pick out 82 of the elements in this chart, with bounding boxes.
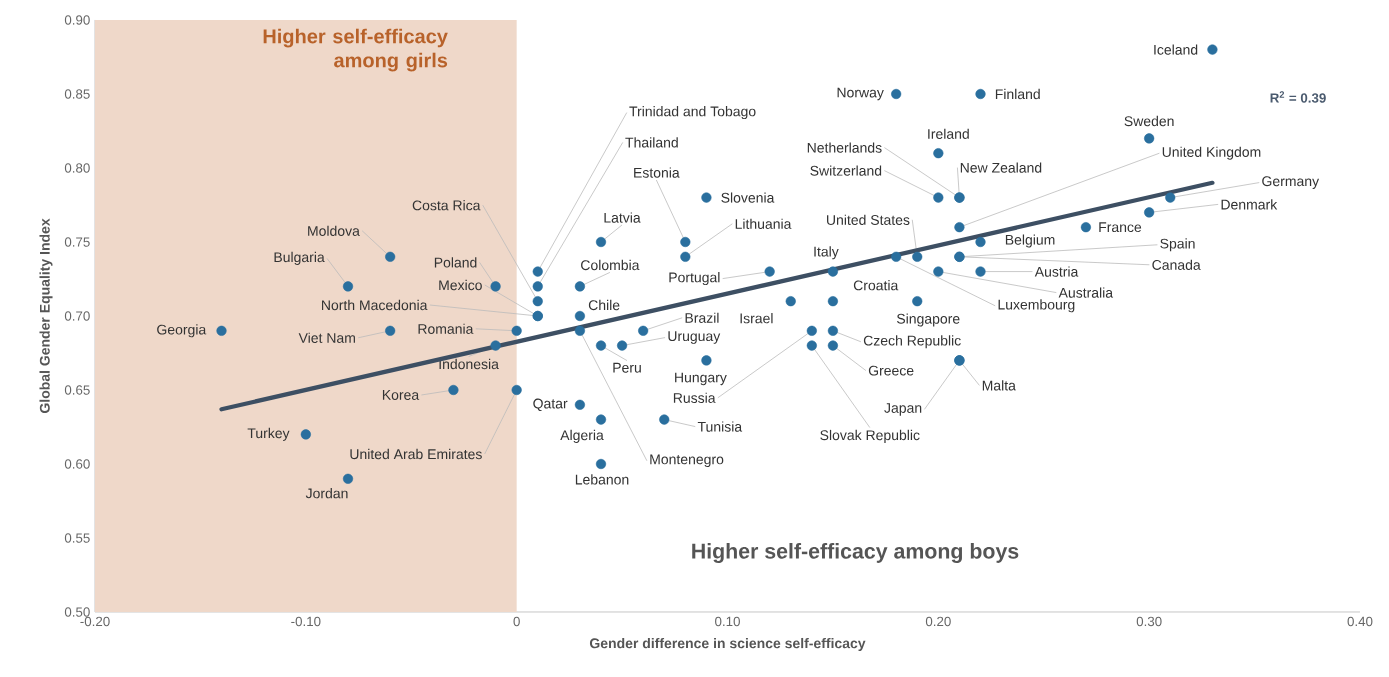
annotation: Turkey	[247, 427, 290, 441]
annotation: Malta	[982, 380, 1016, 391]
annotation: Belgium	[1005, 234, 1055, 248]
annotation: Switzerland	[810, 165, 882, 176]
annotation: North Macedonia	[322, 299, 428, 311]
annotation: R$^{2}$ = 0.39	[1270, 91, 1326, 103]
x-tick-label: -0.10	[291, 616, 321, 627]
y-tick-label: 0.50	[64, 607, 90, 617]
y-tick-label: 0.55	[64, 533, 90, 543]
annotation: Algeria	[560, 429, 604, 443]
annotation: Portugal	[669, 272, 720, 286]
annotation: Denmark	[1221, 199, 1278, 210]
annotation: Moldova	[308, 225, 360, 236]
annotation: United Kingdom	[1162, 146, 1261, 160]
annotation: Croatia	[853, 280, 899, 291]
annotation: Indonesia	[439, 358, 499, 370]
annotation: Lebanon	[575, 474, 629, 485]
x-tick-label: 0.30	[1136, 616, 1162, 627]
x-tick-label: -0.20	[80, 616, 110, 627]
annotation: Russia	[673, 392, 716, 403]
annotation: Poland	[434, 257, 477, 268]
annotation: Czech Republic	[863, 335, 961, 349]
annotation: Higher self-efficacy among boys	[692, 543, 1019, 563]
annotation: Hungary	[675, 372, 727, 386]
annotation: Israel	[740, 313, 773, 324]
y-axis-title: Global Gender Equality Index	[39, 218, 53, 414]
x-tick-label: 0.20	[925, 616, 951, 627]
annotation: Greece	[868, 365, 914, 376]
x-tick-label: 0	[513, 616, 520, 627]
annotation: Mexico	[439, 279, 482, 291]
annotation: Singapore	[896, 313, 960, 327]
annotation: Costa Rica	[412, 200, 481, 211]
annotation: Montenegro	[650, 454, 724, 468]
annotation: Spain	[1160, 238, 1195, 252]
annotation: Netherlands	[807, 142, 882, 153]
annotation: Tunisia	[697, 421, 743, 432]
annotation: Ireland	[928, 128, 969, 139]
annotation: Colombia	[581, 259, 640, 271]
annotation: Georgia	[157, 324, 207, 338]
y-tick-label: 0.80	[64, 163, 90, 173]
annotation: Germany	[1262, 176, 1320, 189]
x-tick-label: 0.40	[1347, 616, 1373, 627]
annotation: Australia	[1058, 287, 1114, 298]
y-tick-label: 0.60	[64, 459, 90, 469]
annotation: Norway	[837, 87, 884, 101]
annotation: Viet Nam	[298, 332, 355, 343]
annotation: Jordan	[305, 488, 348, 499]
annotation: Trinidad and Tobago	[629, 106, 756, 120]
annotation: Korea	[382, 390, 420, 400]
annotation: Finland	[995, 88, 1040, 100]
annotation: Canada	[1152, 259, 1201, 270]
annotation: Peru	[613, 362, 641, 373]
y-tick-label: 0.70	[64, 311, 90, 321]
y-tick-label: 0.90	[64, 15, 90, 25]
annotation: Uruguay	[668, 331, 721, 344]
x-axis-title: Gender difference in science self-efficacy	[589, 637, 866, 652]
annotation: Estonia	[634, 167, 680, 178]
y-tick-label: 0.75	[64, 237, 90, 247]
annotation: Slovak Republic	[820, 429, 920, 443]
annotation: Austria	[1034, 266, 1079, 277]
annotation: Iceland	[1154, 44, 1198, 55]
annotation: United Arab Emirates	[350, 448, 482, 460]
annotation: Luxembourg	[998, 299, 1075, 313]
annotation: Bulgaria	[274, 251, 325, 265]
annotation: Italy	[814, 246, 839, 260]
band-label: Higher self-efficacy among girls	[263, 28, 448, 72]
annotation: New Zealand	[960, 162, 1042, 173]
annotation: United States	[827, 214, 910, 225]
annotation: Sweden	[1124, 115, 1174, 127]
annotation: Latvia	[604, 212, 641, 223]
annotation: Qatar	[533, 398, 568, 411]
annotation: Romania	[418, 323, 474, 334]
y-tick-label: 0.85	[64, 89, 90, 99]
annotation: Slovenia	[721, 192, 775, 203]
annotation: Thailand	[625, 137, 678, 148]
annotation: Chile	[588, 299, 620, 311]
annotation: Lithuania	[735, 218, 792, 229]
annotation: Japan	[884, 403, 922, 416]
x-tick-label: 0.10	[715, 616, 740, 627]
y-tick-label: 0.65	[64, 385, 90, 395]
annotation: Brazil	[685, 312, 719, 323]
annotation: France	[1099, 222, 1142, 233]
